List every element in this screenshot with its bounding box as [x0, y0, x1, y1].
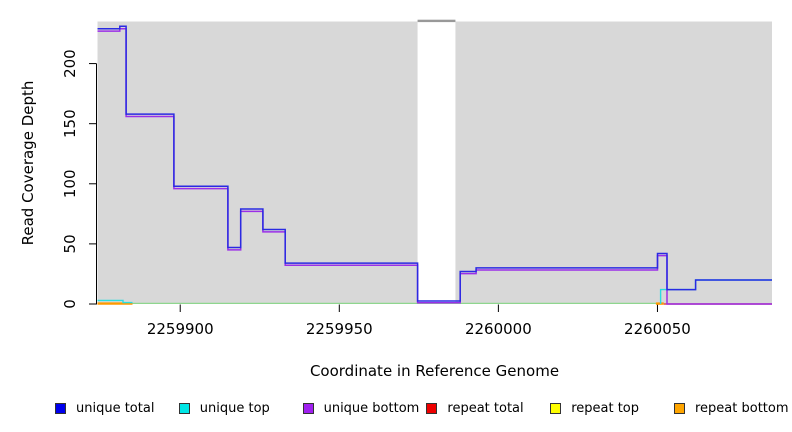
y-tick-label: 50	[61, 234, 79, 253]
x-tick-label: 2259900	[147, 320, 214, 338]
series-unique-bottom	[97, 27, 772, 305]
y-tick-label: 200	[61, 49, 79, 78]
x-tick-label: 2260000	[465, 320, 532, 338]
y-tick-label: 100	[61, 169, 79, 198]
y-tick-label: 150	[61, 109, 79, 138]
legend-swatch-repeat-bottom	[674, 402, 685, 414]
legend-item-repeat-top: repeat top	[550, 397, 639, 419]
y-axis-title: Read Coverage Depth	[19, 80, 37, 246]
legend-item-unique-bottom: unique bottom	[302, 397, 420, 419]
series-unique-top	[97, 299, 133, 304]
legend-label: unique total	[76, 400, 155, 416]
masked-region-cap	[417, 19, 456, 23]
legend-item-unique-total: unique total	[55, 397, 154, 419]
legend-label: repeat bottom	[695, 400, 789, 416]
legend-swatch-repeat-total	[426, 402, 438, 414]
legend-swatch-unique-total	[55, 402, 66, 414]
legend-item-repeat-bottom: repeat bottom	[674, 397, 789, 419]
legend-label: unique bottom	[323, 400, 420, 416]
masked-region	[417, 21, 456, 304]
y-tick-label: 0	[61, 299, 79, 309]
legend-label: repeat total	[447, 400, 524, 416]
legend-swatch-unique-top	[178, 402, 190, 414]
x-tick-label: 2260050	[624, 320, 691, 338]
legend-label: unique top	[199, 400, 270, 416]
legend-item-unique-top: unique top	[178, 397, 270, 419]
plot-legend: unique total unique top unique bottom repea…	[0, 397, 792, 421]
legend-label: repeat top	[571, 400, 639, 416]
legend-swatch-repeat-top	[550, 402, 562, 414]
legend-item-repeat-total: repeat total	[426, 397, 524, 419]
series-unique-total	[97, 25, 772, 302]
x-axis-title: Coordinate in Reference Genome	[309, 362, 560, 380]
x-tick-label: 2259950	[306, 320, 373, 338]
coverage-plot-svg: 0 50 100 150 200 2259900 2259950 2260000 2260050	[61, 19, 772, 338]
legend-swatch-unique-bottom	[302, 402, 314, 414]
